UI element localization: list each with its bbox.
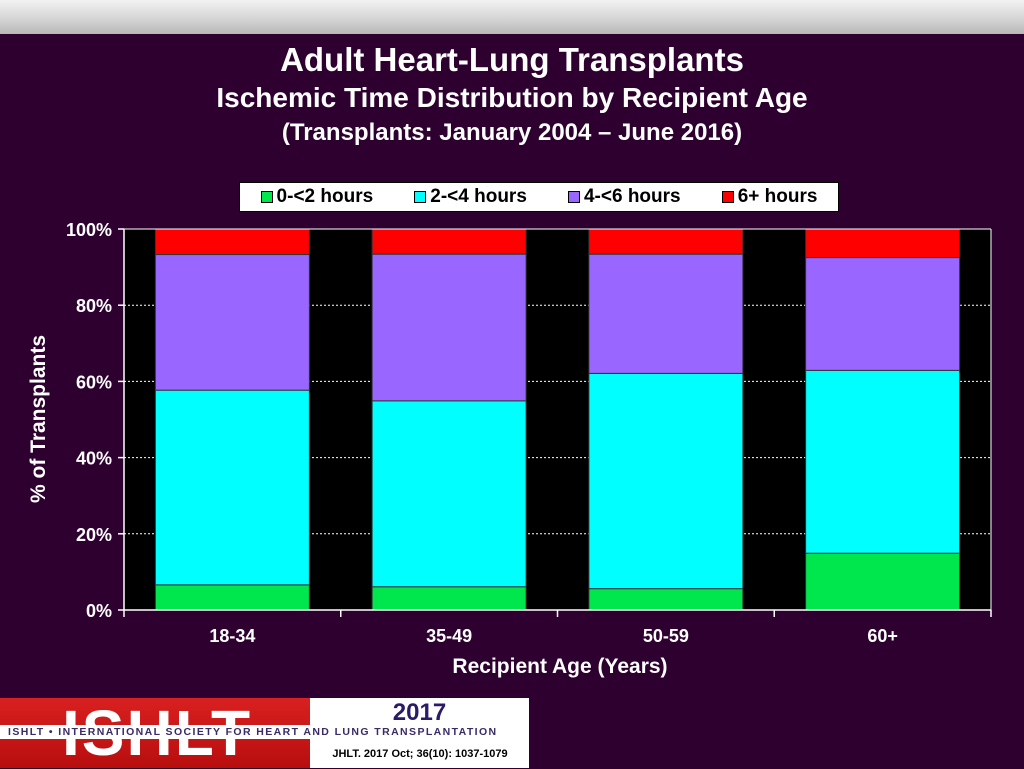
report-year: 2017 <box>392 699 447 726</box>
citation: JHLT. 2017 Oct; 36(10): 1037-1079 <box>332 748 508 760</box>
y-tick-label: 0% <box>86 601 112 621</box>
x-tick-label: 18-34 <box>209 626 255 646</box>
stacked-bar-chart: 0% 20% 40% 60% 80% 100% 18-34 35-49 50-59 60+ % … <box>27 220 992 678</box>
y-axis-label: % of Transplants <box>27 335 50 503</box>
legend-item-2: 4-<6 hours <box>567 186 681 208</box>
legend-swatch-1 <box>414 191 427 203</box>
x-tick-labels: 18-34 35-49 50-59 60+ <box>209 626 898 646</box>
legend-label-0: 0-<2 hours <box>276 186 374 207</box>
y-tick-label: 40% <box>76 449 112 469</box>
axes-group <box>118 228 992 617</box>
legend-swatch-0 <box>260 191 273 203</box>
bar-segment-3-3 <box>805 228 961 259</box>
legend-swatch-2 <box>567 191 580 203</box>
org-name-strip: ISHLT • INTERNATIONAL SOCIETY FOR HEART … <box>0 725 529 739</box>
bar-segment-3-1 <box>371 228 527 255</box>
chart-legend: 0-<2 hours 2-<4 hours 4-<6 hours 6+ hour… <box>239 182 839 212</box>
bar-segment-3-2 <box>588 228 744 255</box>
legend-label-2: 4-<6 hours <box>583 186 681 207</box>
chart-title: Adult Heart-Lung Transplants <box>280 41 744 78</box>
y-tick-labels: 0% 20% 40% 60% 80% 100% <box>66 220 112 621</box>
legend-swatch-3 <box>721 191 734 203</box>
legend-item-0: 0-<2 hours <box>260 186 374 208</box>
title-block: Adult Heart-Lung Transplants Ischemic Ti… <box>0 40 1024 150</box>
x-axis-label: Recipient Age (Years) <box>452 655 667 678</box>
legend-item-3: 6+ hours <box>721 186 818 208</box>
bar-segment-1-0 <box>154 389 310 586</box>
chart-subtitle: Ischemic Time Distribution by Recipient … <box>216 82 808 113</box>
bar-segment-1-3 <box>805 369 961 554</box>
legend-label-3: 6+ hours <box>737 186 818 207</box>
bar-segment-0-1 <box>371 586 527 611</box>
bar-segment-0-3 <box>805 552 961 611</box>
top-gradient-band <box>0 0 1024 34</box>
bar-segment-2-0 <box>154 254 310 391</box>
legend-item-1: 2-<4 hours <box>414 186 527 208</box>
bar-segment-2-1 <box>371 253 527 402</box>
legend-label-1: 2-<4 hours <box>430 186 527 207</box>
bar-segment-1-1 <box>371 400 527 588</box>
x-tick-label: 35-49 <box>426 626 472 646</box>
bar-segment-3-0 <box>154 228 310 256</box>
bar-segment-0-2 <box>588 588 744 611</box>
footer: ISHLT 2017 ISHLT • INTERNATIONAL SOCIETY… <box>0 698 529 768</box>
y-tick-label: 60% <box>76 372 112 392</box>
y-tick-label: 80% <box>76 296 112 316</box>
bar-segment-0-0 <box>154 584 310 611</box>
bar-segment-2-3 <box>805 257 961 371</box>
y-tick-label: 100% <box>66 220 112 240</box>
x-tick-label: 60+ <box>867 626 898 646</box>
chart-period: (Transplants: January 2004 – June 2016) <box>281 119 743 146</box>
y-tick-label: 20% <box>76 525 112 545</box>
x-tick-label: 50-59 <box>643 626 689 646</box>
bar-segment-2-2 <box>588 253 744 374</box>
bar-segment-1-2 <box>588 372 744 590</box>
bars-group <box>154 228 961 611</box>
